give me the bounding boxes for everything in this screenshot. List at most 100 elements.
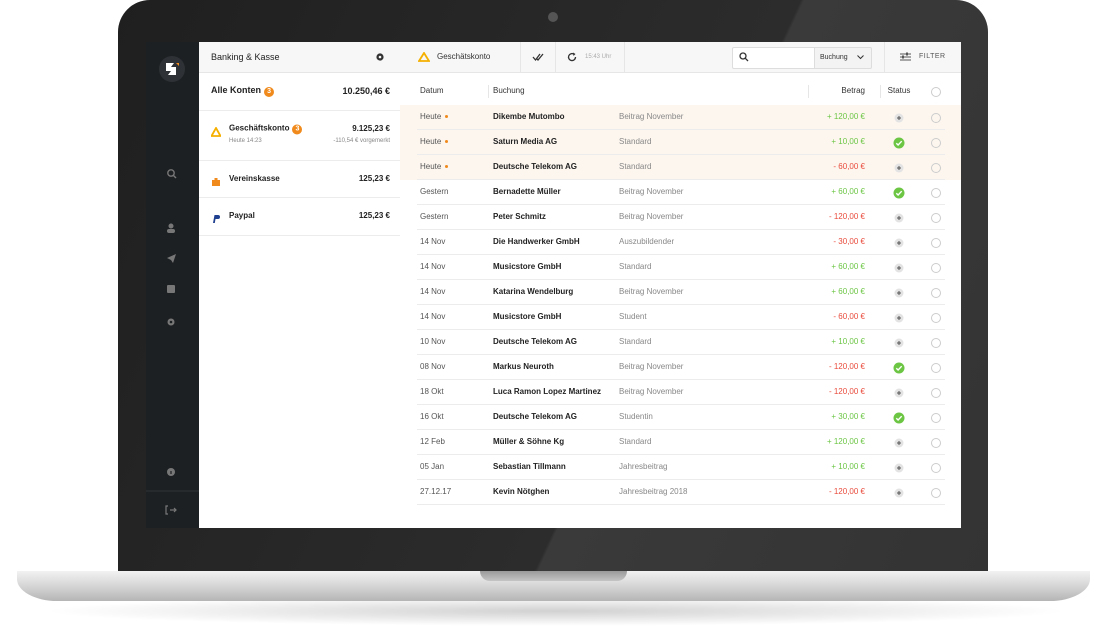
row-date: Heute	[420, 137, 449, 147]
row-status[interactable]	[893, 386, 905, 398]
row-select[interactable]	[931, 438, 941, 448]
new-dot	[445, 140, 449, 143]
row-select[interactable]	[931, 338, 941, 348]
row-status[interactable]	[893, 161, 905, 173]
row-category: Beitrag November	[619, 187, 684, 196]
filter-icon[interactable]	[900, 52, 911, 62]
row-status[interactable]	[893, 286, 905, 298]
row-status[interactable]	[893, 211, 905, 223]
row-name[interactable]: Die Handwerker GmbH	[493, 237, 580, 246]
row-select[interactable]	[931, 488, 941, 498]
refresh-icon[interactable]	[567, 52, 577, 62]
row-name[interactable]: Kevin Nötghen	[493, 487, 550, 496]
column-header[interactable]: Status	[887, 86, 911, 95]
row-amount: - 30,00 €	[833, 237, 865, 246]
column-header[interactable]: Datum	[420, 86, 444, 95]
date: 18 Okt	[420, 387, 444, 396]
row-select[interactable]	[931, 413, 941, 423]
search-select[interactable]	[814, 47, 872, 69]
row-highlight	[400, 105, 961, 130]
row-select[interactable]	[931, 188, 941, 198]
date: Heute	[420, 162, 442, 171]
row-amount: + 120,00 €	[826, 437, 865, 446]
row-select[interactable]	[931, 288, 941, 298]
row-name[interactable]: Sebastian Tillmann	[493, 462, 566, 471]
row-status[interactable]	[893, 436, 905, 448]
row-divider	[417, 504, 945, 505]
logout-icon[interactable]	[165, 505, 177, 515]
row-status[interactable]	[893, 411, 905, 424]
send-icon[interactable]	[167, 254, 176, 263]
row-select[interactable]	[931, 163, 941, 173]
row-name[interactable]: Deutsche Telekom AG	[493, 337, 578, 346]
all-accounts-label: Alle Konten	[211, 85, 262, 95]
sidebar-icons	[146, 56, 199, 515]
row-name[interactable]: Bernadette Müller	[493, 187, 561, 196]
row-select[interactable]	[931, 263, 941, 273]
search-icon[interactable]	[167, 169, 175, 177]
status-open	[894, 338, 904, 348]
row-name[interactable]: Deutsche Telekom AG	[493, 162, 578, 171]
row-select[interactable]	[931, 213, 941, 223]
account[interactable]: Paypal	[229, 211, 255, 221]
camera	[548, 12, 558, 22]
row-status[interactable]	[893, 361, 905, 374]
date: 14 Nov	[420, 262, 446, 271]
account[interactable]: Geschäftskonto 3	[229, 124, 303, 135]
status-checked	[893, 362, 905, 374]
all-accounts[interactable]: Alle Konten 3	[211, 85, 275, 97]
row-name[interactable]: Luca Ramon Lopez Martinez	[493, 387, 602, 396]
row-category: Standard	[619, 437, 652, 446]
row-select[interactable]	[931, 138, 941, 148]
separator	[520, 42, 521, 72]
row-status[interactable]	[893, 486, 905, 498]
select-all[interactable]	[931, 87, 941, 97]
search-icon-handle	[173, 175, 177, 179]
row-select[interactable]	[931, 113, 941, 123]
account-icon	[209, 124, 223, 137]
row-amount: - 120,00 €	[828, 387, 865, 396]
column-header[interactable]: Buchung	[493, 86, 525, 95]
row-name[interactable]: Dikembe Mutombo	[493, 112, 565, 121]
row-name[interactable]: Deutsche Telekom AG	[493, 412, 578, 421]
row-name[interactable]: Markus Neuroth	[493, 362, 554, 371]
row-name[interactable]: Saturn Media AG	[493, 137, 558, 146]
filter-button[interactable]: FILTER	[919, 53, 946, 60]
toolbar-account[interactable]: Geschätskonto	[437, 52, 491, 61]
row-date: 18 Okt	[420, 387, 444, 397]
row-name[interactable]: Peter Schmitz	[493, 212, 546, 221]
date: 14 Nov	[420, 237, 446, 246]
account[interactable]: Vereinskasse	[229, 174, 280, 184]
row-name[interactable]: Katarina Wendelburg	[493, 287, 574, 296]
row-status[interactable]	[893, 311, 905, 323]
date: Heute	[420, 137, 442, 146]
column-header[interactable]: Betrag	[841, 86, 865, 95]
logo-accent	[176, 63, 179, 66]
row-select[interactable]	[931, 313, 941, 323]
row-status[interactable]	[893, 186, 905, 199]
row-status[interactable]	[893, 111, 905, 123]
row-status[interactable]	[893, 461, 905, 473]
row-select[interactable]	[931, 238, 941, 248]
row-date: 14 Nov	[420, 287, 445, 297]
row-select[interactable]	[931, 388, 941, 398]
row-status[interactable]	[893, 236, 905, 248]
row-amount: + 10,00 €	[831, 337, 865, 346]
row-select[interactable]	[931, 463, 941, 473]
date: Gestern	[420, 212, 449, 221]
row-status[interactable]	[893, 336, 905, 348]
row-name[interactable]: Musicstore GmbH	[493, 262, 562, 271]
laptop-shadow	[40, 596, 1070, 626]
row-name[interactable]: Musicstore GmbH	[493, 312, 562, 321]
row-status[interactable]	[893, 261, 905, 273]
accounts-settings[interactable]	[375, 52, 385, 62]
calendar-icon[interactable]	[167, 285, 175, 293]
members-icon[interactable]	[168, 223, 174, 229]
row-status[interactable]	[893, 136, 905, 149]
row-name[interactable]: Müller & Söhne Kg	[493, 437, 565, 446]
row-date: Heute	[420, 112, 449, 122]
new-dot	[445, 115, 449, 118]
mark-all-icon[interactable]	[532, 52, 544, 62]
row-date: 12 Feb	[420, 437, 445, 447]
row-select[interactable]	[931, 363, 941, 373]
